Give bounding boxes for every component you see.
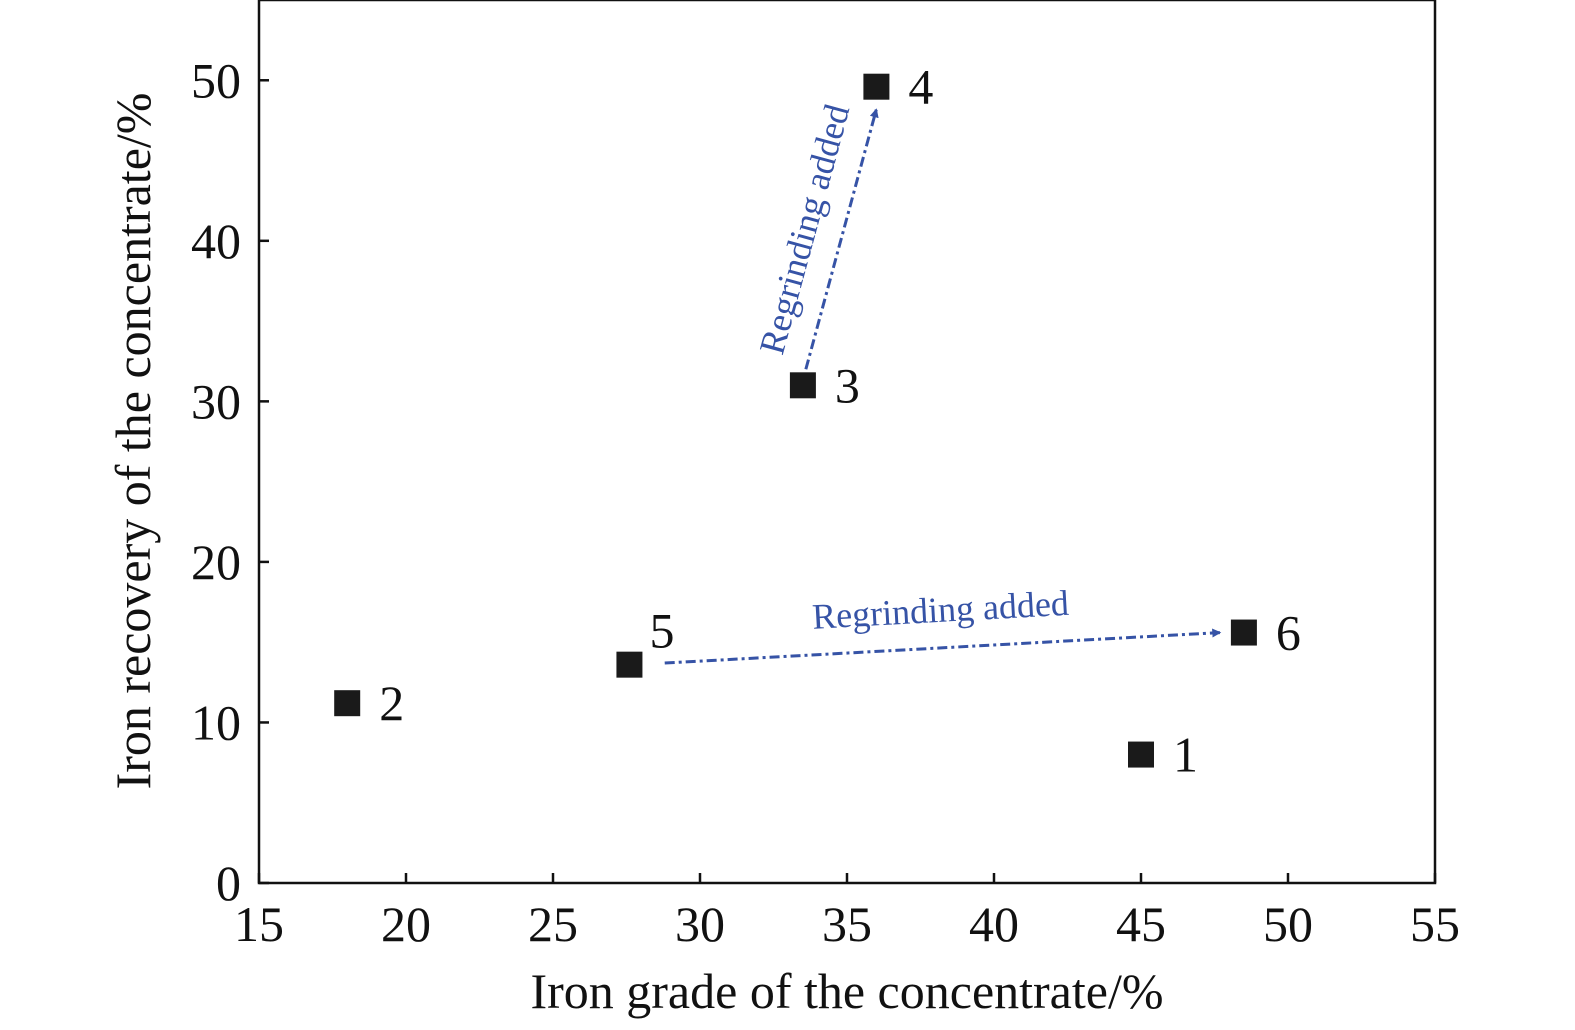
y-tick-label: 0 xyxy=(216,855,241,911)
regrinding-label: Regrinding added xyxy=(811,583,1070,637)
x-tick-label: 55 xyxy=(1410,896,1460,952)
x-tick-label: 45 xyxy=(1116,896,1166,952)
y-tick-label: 40 xyxy=(191,213,241,269)
data-point-marker xyxy=(789,372,816,399)
data-point-label: 4 xyxy=(908,59,933,115)
regrinding-label: Regrinding added xyxy=(751,100,857,358)
y-tick-label: 10 xyxy=(191,694,241,750)
data-point-label: 6 xyxy=(1276,605,1301,661)
annotation-arrows: Regrinding added Regrinding added xyxy=(664,100,1222,665)
x-tick-label: 40 xyxy=(969,896,1019,952)
data-point-label: 5 xyxy=(649,603,674,659)
x-tick-label: 35 xyxy=(822,896,872,952)
x-tick-label: 15 xyxy=(234,896,284,952)
x-tick-label: 30 xyxy=(675,896,725,952)
data-point-marker xyxy=(1230,619,1257,646)
data-point-marker xyxy=(863,73,890,100)
y-tick-label: 30 xyxy=(191,373,241,429)
x-tick-label: 50 xyxy=(1263,896,1313,952)
data-point-marker xyxy=(1128,741,1154,768)
data-point-label: 3 xyxy=(835,357,860,413)
x-tick-label: 25 xyxy=(528,896,578,952)
x-axis-ticks: 15 20 25 30 35 40 45 50 55 xyxy=(234,873,1460,952)
data-point-label: 1 xyxy=(1173,727,1198,783)
data-point-label: 2 xyxy=(379,675,404,731)
regrinding-arrow xyxy=(664,628,1222,665)
y-axis-ticks: 0 10 20 30 40 50 xyxy=(191,52,269,911)
y-tick-label: 20 xyxy=(191,534,241,590)
x-tick-label: 20 xyxy=(381,896,431,952)
x-axis-title: Iron grade of the concentrate/% xyxy=(530,963,1163,1019)
regrinding-arrow xyxy=(804,108,879,370)
y-axis-title: Iron recovery of the concentrate/% xyxy=(105,93,161,790)
data-point-marker xyxy=(616,651,643,678)
data-points: 1 2 3 4 5 6 xyxy=(334,59,1301,783)
y-tick-label: 50 xyxy=(191,52,241,108)
data-point-marker xyxy=(334,690,361,717)
